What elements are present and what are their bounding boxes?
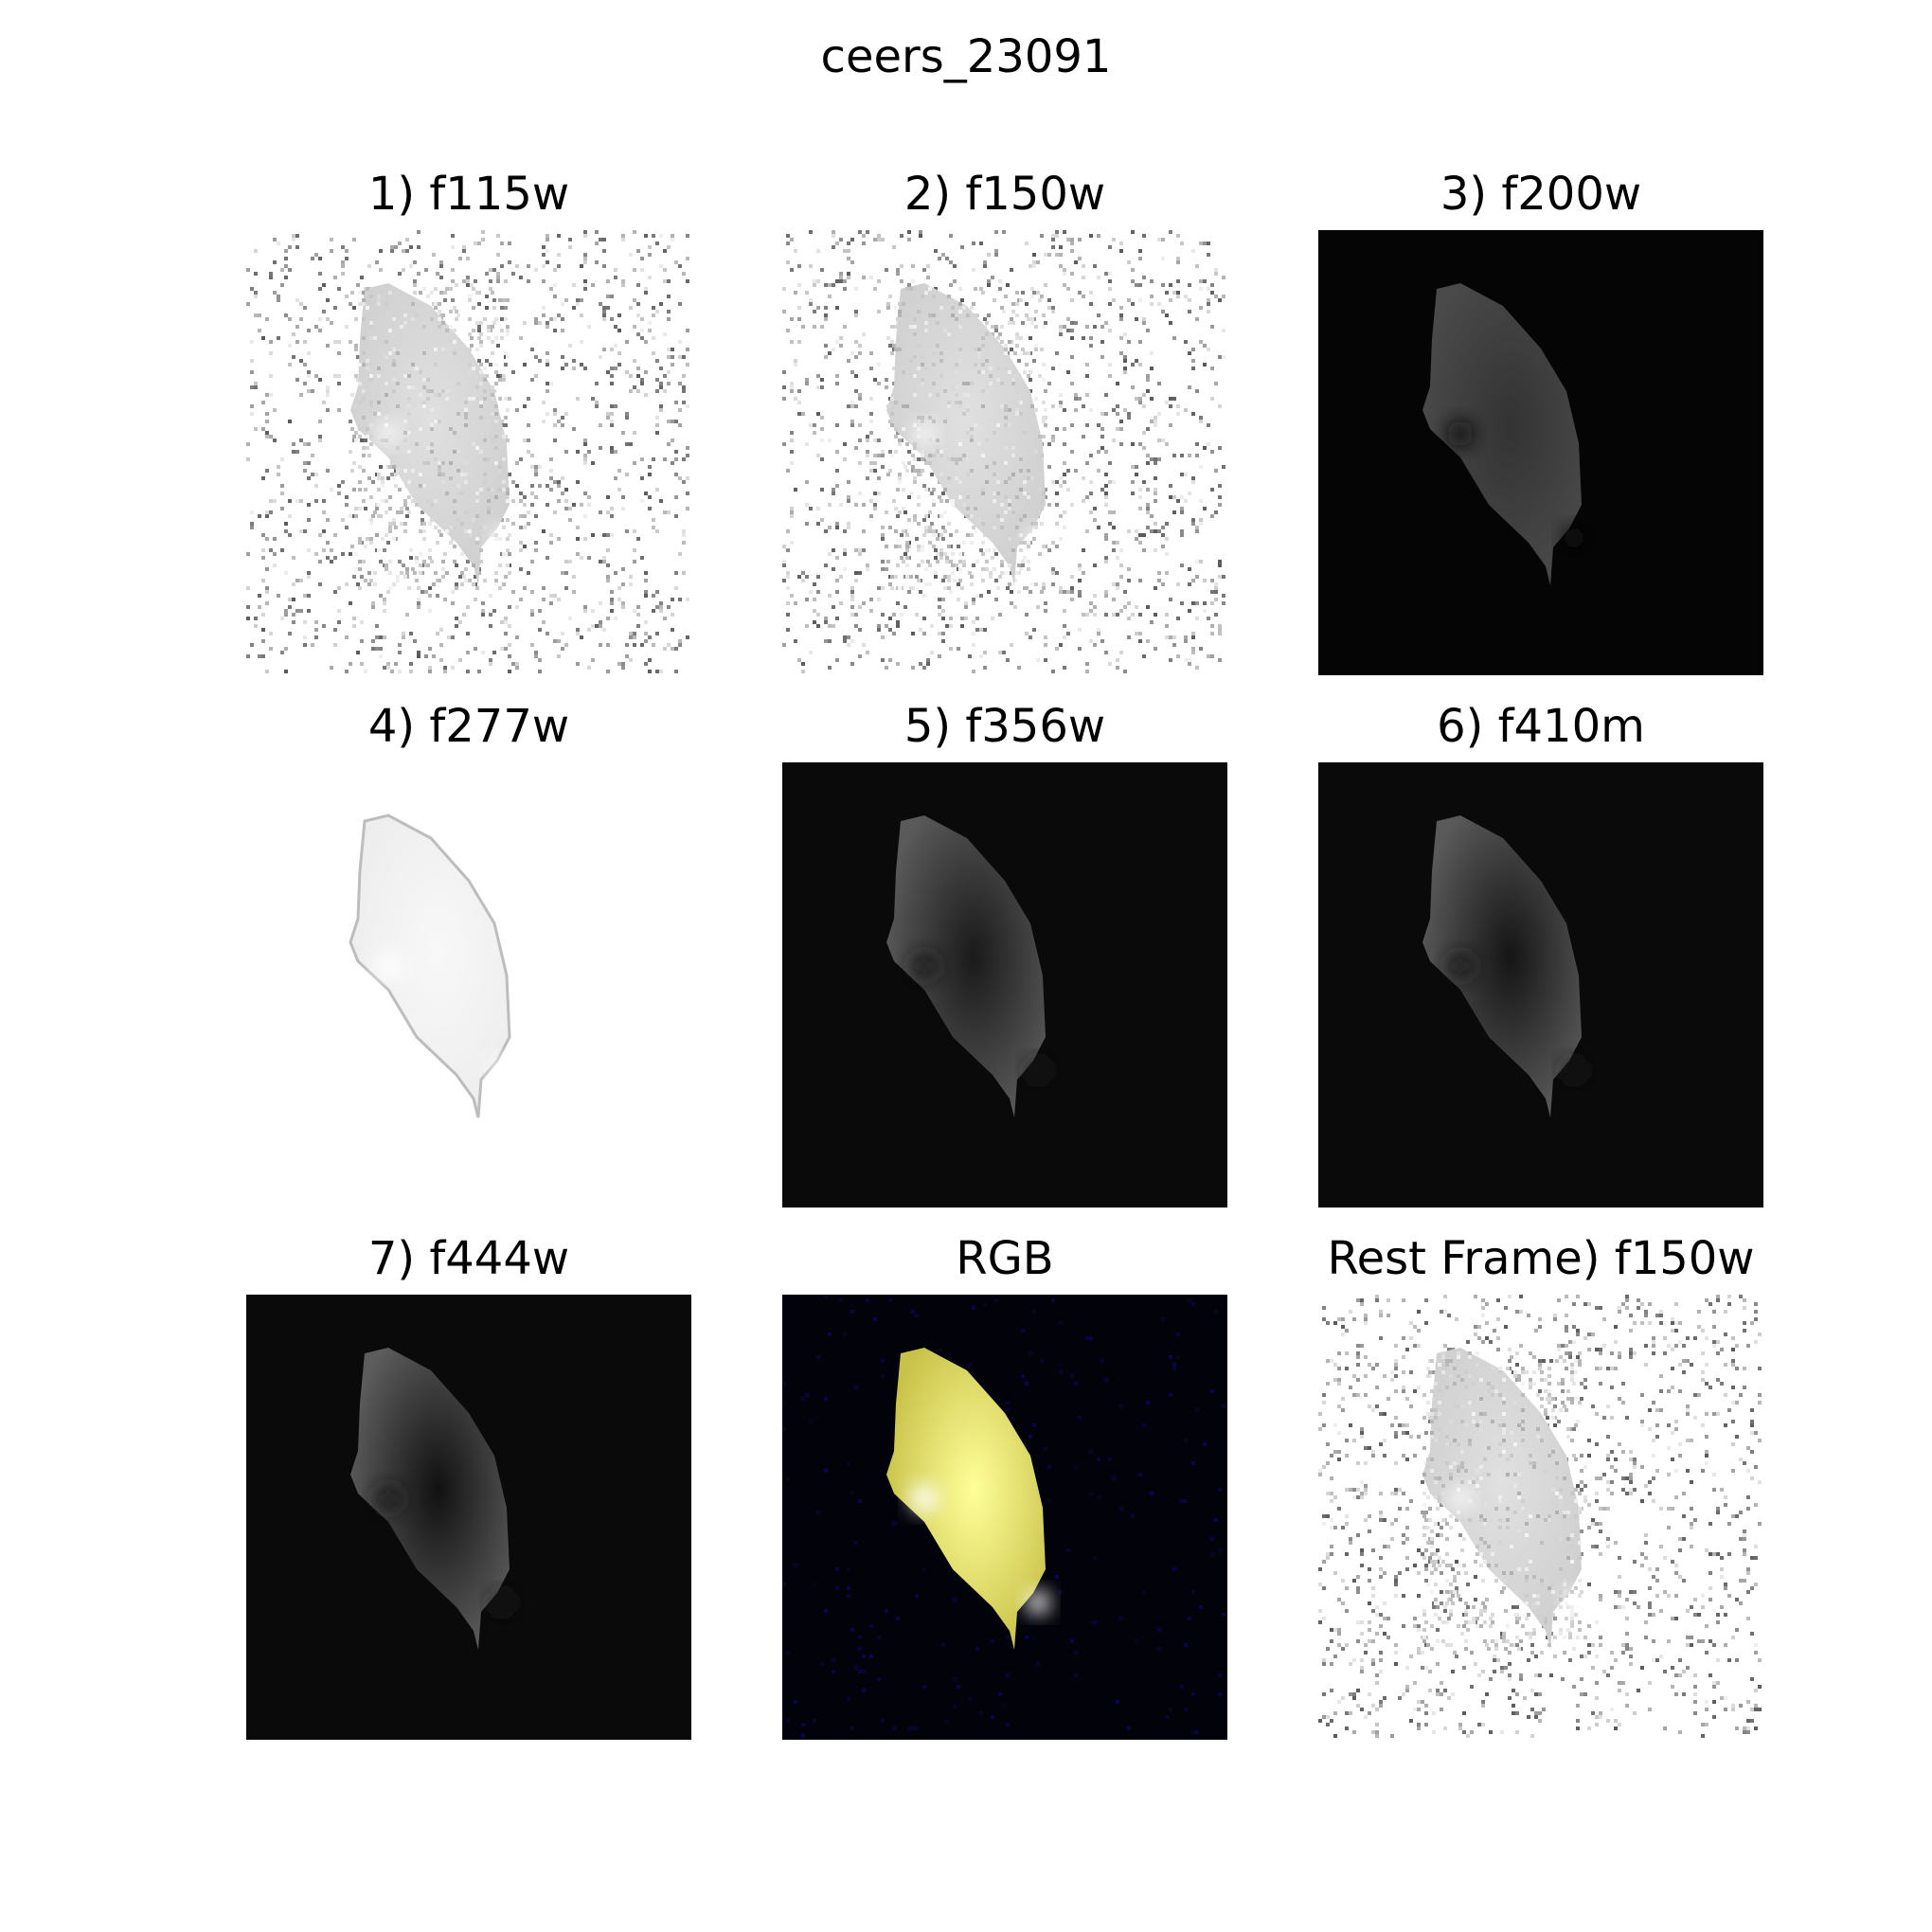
panel-title: 1) f115w bbox=[367, 168, 570, 221]
panel-title: 7) f444w bbox=[367, 1232, 570, 1285]
panel-title: 3) f200w bbox=[1440, 168, 1642, 221]
panel-f444w: 7) f444w bbox=[246, 1230, 691, 1740]
galaxy-image bbox=[782, 762, 1227, 1208]
panel-title: 2) f150w bbox=[903, 168, 1106, 221]
panel-title: RGB bbox=[956, 1232, 1054, 1285]
panel-title: Rest Frame) f150w bbox=[1327, 1232, 1755, 1285]
panel-f356w: 5) f356w bbox=[782, 698, 1227, 1208]
galaxy-image bbox=[246, 762, 691, 1208]
panel-title: 4) f277w bbox=[367, 700, 570, 753]
galaxy-image bbox=[1318, 230, 1763, 675]
galaxy-image bbox=[1318, 1295, 1763, 1740]
panel-f410m: 6) f410m bbox=[1318, 698, 1763, 1208]
galaxy-image bbox=[782, 1295, 1227, 1740]
panel-rgb: RGB bbox=[782, 1230, 1227, 1740]
galaxy-image bbox=[1318, 762, 1763, 1208]
galaxy-image bbox=[246, 230, 691, 675]
panel-f277w: 4) f277w bbox=[246, 698, 691, 1208]
panel-f150w: 2) f150w bbox=[782, 166, 1227, 675]
galaxy-image bbox=[246, 1295, 691, 1740]
panel-f115w: 1) f115w bbox=[246, 166, 691, 675]
figure-title: ceers_23091 bbox=[820, 30, 1112, 83]
panel-rest-frame-f150w: Rest Frame) f150w bbox=[1318, 1230, 1763, 1740]
panel-f200w: 3) f200w bbox=[1318, 166, 1763, 675]
panel-title: 5) f356w bbox=[903, 700, 1106, 753]
galaxy-image bbox=[782, 230, 1227, 675]
panel-title: 6) f410m bbox=[1437, 700, 1645, 753]
